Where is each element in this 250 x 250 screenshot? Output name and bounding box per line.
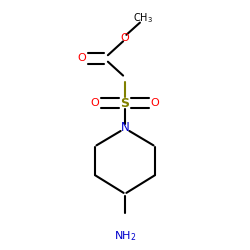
Text: N: N — [121, 121, 130, 134]
Text: O: O — [77, 54, 86, 64]
Text: O: O — [91, 98, 100, 108]
Text: O: O — [121, 33, 130, 43]
Text: NH$_2$: NH$_2$ — [114, 230, 136, 243]
Text: S: S — [120, 97, 130, 110]
Text: O: O — [150, 98, 159, 108]
Text: CH$_3$: CH$_3$ — [133, 11, 153, 24]
